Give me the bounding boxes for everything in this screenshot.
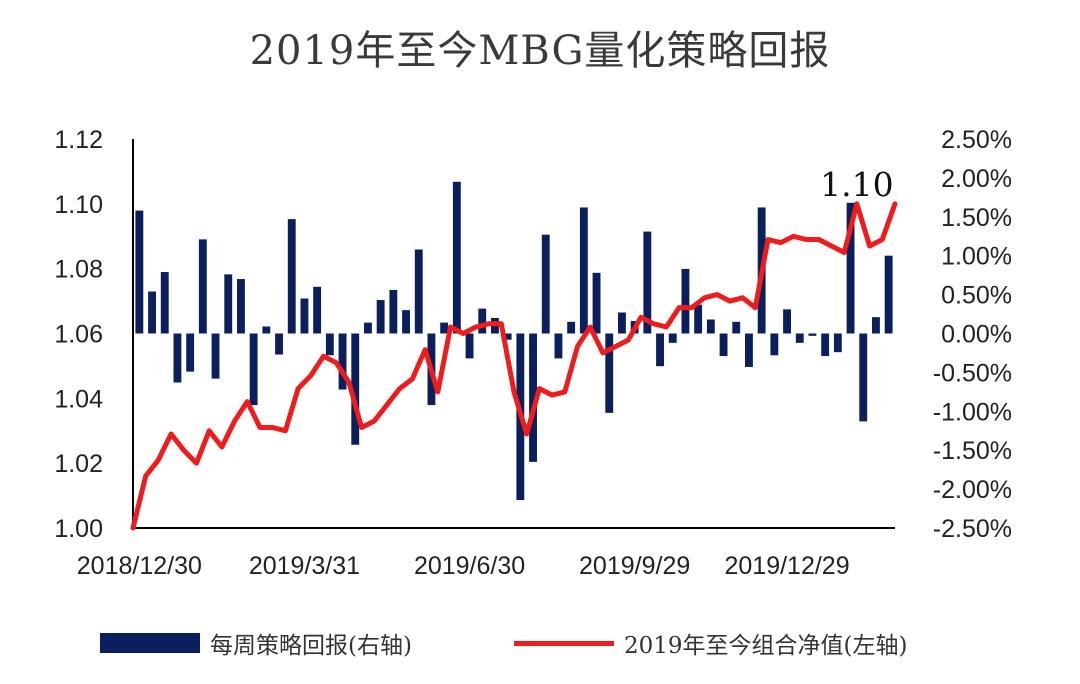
right-axis-tick-label: -1.50%: [933, 437, 1012, 465]
weekly-return-bar: [592, 272, 601, 334]
left-axis-tick-label: 1.10: [54, 191, 103, 219]
weekly-return-bar: [376, 300, 385, 334]
weekly-return-bar: [656, 333, 664, 367]
left-axis-tick-label: 1.02: [54, 450, 103, 478]
annotation-label: 1.10: [820, 165, 893, 204]
right-axis-tick-label: 1.50%: [941, 204, 1012, 232]
weekly-return-bar: [287, 219, 296, 334]
weekly-return-bar: [605, 333, 614, 413]
weekly-return-bar: [694, 304, 703, 334]
weekly-return-bar: [795, 333, 804, 343]
right-axis-tick-label: 0.50%: [941, 282, 1012, 310]
weekly-return-bar: [211, 333, 220, 379]
weekly-return-bar: [719, 333, 728, 357]
weekly-return-bar: [186, 333, 195, 372]
weekly-return-bar: [529, 333, 537, 462]
weekly-return-bar: [414, 249, 423, 334]
axes: [132, 139, 895, 529]
weekly-return-bar: [821, 333, 830, 357]
weekly-return-bar: [668, 333, 677, 343]
x-axis-tick-label: 2019/12/29: [724, 552, 849, 580]
weekly-return-bar: [541, 234, 550, 334]
weekly-return-bar: [567, 321, 576, 334]
weekly-return-bar: [872, 317, 880, 334]
weekly-return-bar: [706, 319, 715, 334]
weekly-return-bar: [452, 181, 461, 334]
weekly-return-bar: [313, 286, 322, 334]
weekly-return-bar: [783, 309, 791, 334]
tick-labels: 1.00 1.02 1.04 1.06 1.08 1.10 1.12 -2.50% -2.00%…: [54, 126, 1012, 580]
weekly-return-bar: [579, 207, 588, 334]
weekly-return-bar: [198, 239, 207, 334]
weekly-return-bar: [160, 272, 169, 334]
left-axis-tick-label: 1.04: [54, 385, 103, 413]
weekly-return-bar: [440, 322, 449, 334]
x-axis-tick-label: 2019/9/29: [579, 552, 690, 580]
legend-label-nav: 2019年至今组合净值(左轴): [624, 633, 908, 659]
right-axis-tick-label: 1.00%: [941, 243, 1012, 271]
weekly-return-bar: [884, 255, 893, 334]
right-axis-tick-label: 2.50%: [941, 126, 1012, 154]
weekly-return-bar: [846, 202, 855, 334]
right-axis-tick-label: 0.00%: [941, 321, 1012, 349]
weekly-return-bar: [618, 312, 626, 334]
right-axis-tick-label: -2.50%: [933, 515, 1012, 543]
right-axis-tick-label: -0.50%: [933, 359, 1012, 387]
weekly-return-bar: [465, 333, 474, 359]
chart-title: 2019年至今MBG量化策略回报: [249, 28, 831, 74]
left-axis-tick-label: 1.00: [54, 515, 103, 543]
left-axis-tick-label: 1.12: [54, 126, 103, 154]
bar-series: [135, 181, 893, 500]
right-axis-tick-label: -2.00%: [933, 476, 1012, 504]
weekly-return-bar: [478, 308, 487, 334]
weekly-return-bar: [732, 321, 741, 334]
weekly-return-bar: [554, 333, 563, 359]
weekly-return-bar: [173, 333, 182, 383]
x-axis-tick-label: 2019/3/31: [249, 552, 360, 580]
weekly-return-bar: [275, 333, 283, 355]
weekly-return-bar: [300, 298, 309, 334]
weekly-return-bar: [389, 289, 398, 334]
weekly-return-bar: [325, 333, 334, 356]
weekly-return-bar: [833, 333, 842, 353]
weekly-return-bar: [338, 333, 347, 390]
legend-swatch-bar: [100, 633, 200, 653]
x-axis-tick-label: 2019/6/30: [414, 552, 525, 580]
weekly-return-bar: [681, 268, 690, 334]
weekly-return-bar: [351, 333, 360, 445]
weekly-return-bar: [224, 274, 233, 334]
weekly-return-bar: [859, 333, 868, 422]
legend-swatch-line: [514, 640, 614, 646]
weekly-return-bar: [148, 291, 156, 334]
right-axis-tick-label: -1.00%: [933, 398, 1012, 426]
left-axis-tick-label: 1.08: [54, 256, 103, 284]
weekly-return-bar: [503, 333, 512, 340]
weekly-return-bar: [808, 333, 817, 336]
weekly-return-bar: [402, 310, 410, 334]
legend-item-weekly-return: 每周策略回报(右轴): [100, 626, 412, 660]
weekly-return-bar: [364, 322, 372, 334]
weekly-return-bar: [262, 326, 271, 334]
weekly-return-bar: [249, 333, 258, 406]
x-axis-tick-label: 2018/12/30: [77, 552, 202, 580]
right-axis-tick-label: 2.00%: [941, 165, 1012, 193]
left-axis-tick-label: 1.06: [54, 321, 103, 349]
legend-item-nav: 2019年至今组合净值(左轴): [514, 626, 907, 660]
nav-line: [130, 201, 898, 531]
weekly-return-bar: [643, 231, 652, 334]
weekly-return-bar: [237, 279, 245, 334]
weekly-return-bar: [745, 333, 753, 367]
weekly-return-bar: [770, 333, 779, 356]
weekly-return-bar: [135, 210, 144, 334]
line-series: [130, 201, 898, 531]
legend-label-weekly-return: 每周策略回报(右轴): [210, 633, 412, 659]
